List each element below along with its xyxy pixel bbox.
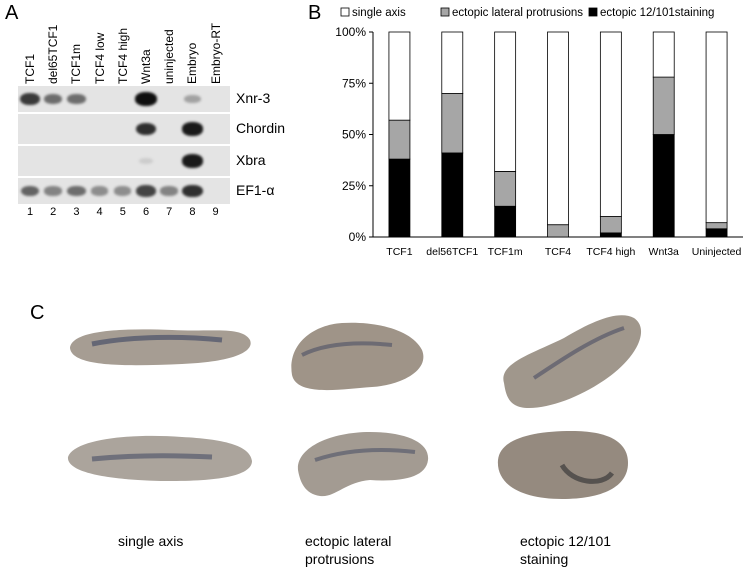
embryo-image-12-101-staining-2 (497, 431, 628, 499)
y-tick-label: 100% (335, 25, 366, 39)
x-tick-label: del56TCF1 (426, 246, 478, 258)
x-tick-label: TCF1 (386, 246, 412, 258)
caption-line: protrusions (305, 551, 375, 567)
lane-label: TCF4 low (92, 32, 107, 84)
lane-label: TCF1m (69, 44, 84, 84)
bar-segment (547, 31, 569, 226)
blot-label: Chordin (236, 120, 286, 136)
y-tick-label: 25% (342, 179, 366, 193)
y-tick-label: 75% (342, 76, 366, 90)
blot-band (181, 154, 204, 168)
legend-swatch (588, 7, 598, 17)
blot-band (184, 94, 201, 104)
bar-segment (599, 216, 622, 234)
panel-b-letter: B (308, 2, 322, 24)
legend-swatch (440, 7, 450, 17)
blot-band (135, 122, 157, 136)
blot-band (44, 186, 62, 196)
lane-label: del65TCF1 (46, 24, 61, 84)
x-tick-label: TCF1m (488, 246, 523, 258)
bar-segment (652, 76, 675, 135)
legend-label: single axis (352, 7, 406, 19)
lane-label: TCF1 (23, 54, 37, 84)
blot-band (182, 184, 203, 198)
bar-segment (388, 119, 411, 160)
embryo-image-lateral-protrusions-2 (297, 432, 429, 497)
y-tick-label: 0% (349, 230, 367, 244)
lane-number: 5 (119, 206, 126, 218)
blot-band (20, 185, 40, 197)
lane-number: 9 (212, 206, 219, 218)
bar-segment (547, 224, 569, 238)
blot-strip (18, 114, 230, 144)
caption-line: staining (520, 551, 569, 567)
lane-label: Embryo-RT (208, 22, 223, 84)
legend-label: ectopic 12/101staining (600, 7, 714, 19)
embryo-image-single-axis-2 (67, 435, 252, 481)
bar-segment (441, 152, 464, 238)
blot-band (44, 93, 63, 105)
blot-strip (18, 146, 230, 176)
x-tick-label: TCF4 high (586, 246, 635, 258)
blot-strip (18, 86, 230, 112)
blot-band (181, 122, 204, 136)
embryo-image-lateral-protrusions-1 (291, 322, 424, 391)
blot-band (67, 93, 86, 105)
bar-segment (494, 170, 517, 207)
caption-single-axis: single axis (118, 532, 183, 550)
bar-segment (441, 93, 464, 154)
blot-band (91, 186, 109, 196)
blot-label: Xnr-3 (236, 90, 271, 106)
bar-segment (494, 205, 517, 238)
lane-number: 4 (96, 206, 103, 218)
lane-number: 2 (50, 206, 57, 218)
blot-band (160, 186, 178, 196)
bar-segment (599, 232, 622, 238)
bar-segment (441, 31, 464, 94)
bar-segment (652, 134, 675, 238)
blot-band (135, 92, 157, 106)
blot-label: EF1-α (236, 182, 275, 198)
embryo-image-12-101-staining-1 (503, 315, 642, 408)
lane-number: 6 (142, 206, 150, 218)
caption-line: ectopic 12/101 (520, 533, 612, 549)
bar-segment (388, 158, 411, 238)
lane-number: 1 (26, 206, 34, 218)
legend-swatch (340, 7, 350, 17)
blot-band (136, 185, 156, 197)
stacked-bar-chart: 0% 25% 50% 75% 100% TCF1 del56TCF1 TCF1m TCF4 TCF… (335, 7, 743, 258)
blot-label: Xbra (236, 152, 266, 168)
lane-number: 8 (189, 206, 196, 218)
bar-segment (705, 228, 728, 238)
blot-band (114, 186, 132, 196)
panel-c-letter: C (30, 302, 45, 324)
y-tick-label: 50% (342, 128, 366, 142)
lane-number: 7 (166, 206, 173, 218)
bar-segment (494, 31, 517, 172)
bar-segment (652, 31, 675, 78)
legend-label: ectopic lateral protrusions (452, 7, 583, 19)
x-tick-label: Wnt3a (649, 246, 680, 258)
bar-segment (705, 31, 728, 224)
lane-label: TCF4 high (115, 27, 130, 84)
blot-strip (18, 178, 230, 204)
lane-label: uninjected (162, 29, 177, 84)
caption-line: ectopic lateral (305, 533, 392, 549)
x-tick-label: TCF4 (545, 246, 571, 258)
x-tick-label: Uninjected (692, 246, 742, 258)
blot-band (19, 92, 41, 106)
blot-band (67, 185, 86, 197)
caption-ectopic-lateral-protrusions: ectopic lateral protrusions (305, 532, 391, 568)
lane-label: Embryo (185, 42, 200, 84)
embryo-image-single-axis-1 (70, 329, 251, 366)
bar-segment (388, 31, 411, 121)
bar-segment (705, 222, 728, 230)
caption-line: single axis (118, 533, 184, 549)
blot-band (138, 157, 154, 165)
panel-a-letter: A (5, 2, 19, 24)
bar-segment (599, 31, 622, 217)
lane-label: Wnt3a (139, 49, 153, 84)
caption-ectopic-12-101-staining: ectopic 12/101 staining (520, 532, 611, 568)
lane-number: 3 (73, 206, 80, 218)
